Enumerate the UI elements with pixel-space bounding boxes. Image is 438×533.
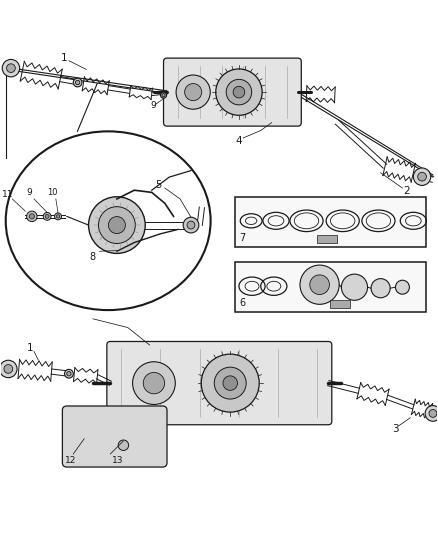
Circle shape — [27, 211, 37, 222]
Circle shape — [214, 367, 246, 399]
Text: 7: 7 — [239, 232, 246, 243]
Bar — [331, 300, 350, 308]
Circle shape — [2, 59, 20, 77]
Bar — [235, 197, 427, 247]
Circle shape — [88, 197, 145, 253]
Circle shape — [187, 221, 195, 229]
Circle shape — [143, 373, 165, 394]
Circle shape — [429, 409, 437, 417]
Circle shape — [413, 168, 431, 185]
Circle shape — [341, 274, 367, 300]
Circle shape — [160, 92, 166, 98]
Text: 10: 10 — [47, 188, 58, 197]
Text: 13: 13 — [113, 456, 124, 465]
Circle shape — [371, 279, 390, 298]
Circle shape — [73, 78, 82, 87]
Circle shape — [226, 79, 252, 105]
Text: 4: 4 — [236, 135, 242, 146]
Text: 8: 8 — [90, 252, 96, 262]
Circle shape — [55, 213, 61, 220]
Circle shape — [29, 214, 35, 219]
Text: 9: 9 — [27, 188, 32, 197]
Circle shape — [64, 369, 73, 378]
Circle shape — [176, 75, 210, 109]
Circle shape — [67, 372, 71, 376]
Circle shape — [300, 265, 339, 304]
Circle shape — [45, 214, 49, 219]
Circle shape — [162, 94, 165, 96]
Circle shape — [425, 406, 438, 421]
FancyBboxPatch shape — [62, 406, 167, 467]
Circle shape — [233, 86, 245, 98]
Circle shape — [56, 215, 60, 218]
Text: 12: 12 — [65, 456, 77, 465]
Text: 9: 9 — [150, 101, 156, 110]
Circle shape — [4, 365, 13, 373]
Circle shape — [108, 216, 125, 233]
Circle shape — [223, 376, 237, 390]
Circle shape — [118, 440, 129, 450]
Circle shape — [183, 217, 199, 233]
Circle shape — [0, 360, 17, 378]
Circle shape — [185, 84, 202, 101]
Circle shape — [7, 64, 15, 72]
FancyBboxPatch shape — [163, 58, 301, 126]
Circle shape — [396, 280, 410, 294]
FancyBboxPatch shape — [107, 342, 332, 425]
Circle shape — [201, 354, 259, 412]
Circle shape — [75, 80, 80, 85]
Circle shape — [133, 362, 175, 405]
Text: 1: 1 — [61, 53, 68, 63]
Circle shape — [418, 172, 427, 181]
Circle shape — [216, 69, 262, 115]
Circle shape — [99, 207, 135, 244]
Bar — [235, 262, 427, 312]
Text: 2: 2 — [403, 186, 410, 196]
Circle shape — [43, 213, 51, 220]
Circle shape — [310, 275, 329, 295]
Bar — [318, 235, 337, 243]
Text: 1: 1 — [26, 343, 33, 353]
Text: 5: 5 — [155, 180, 162, 190]
Text: 6: 6 — [240, 298, 245, 308]
Text: 3: 3 — [392, 424, 398, 434]
Text: 11: 11 — [2, 190, 14, 199]
